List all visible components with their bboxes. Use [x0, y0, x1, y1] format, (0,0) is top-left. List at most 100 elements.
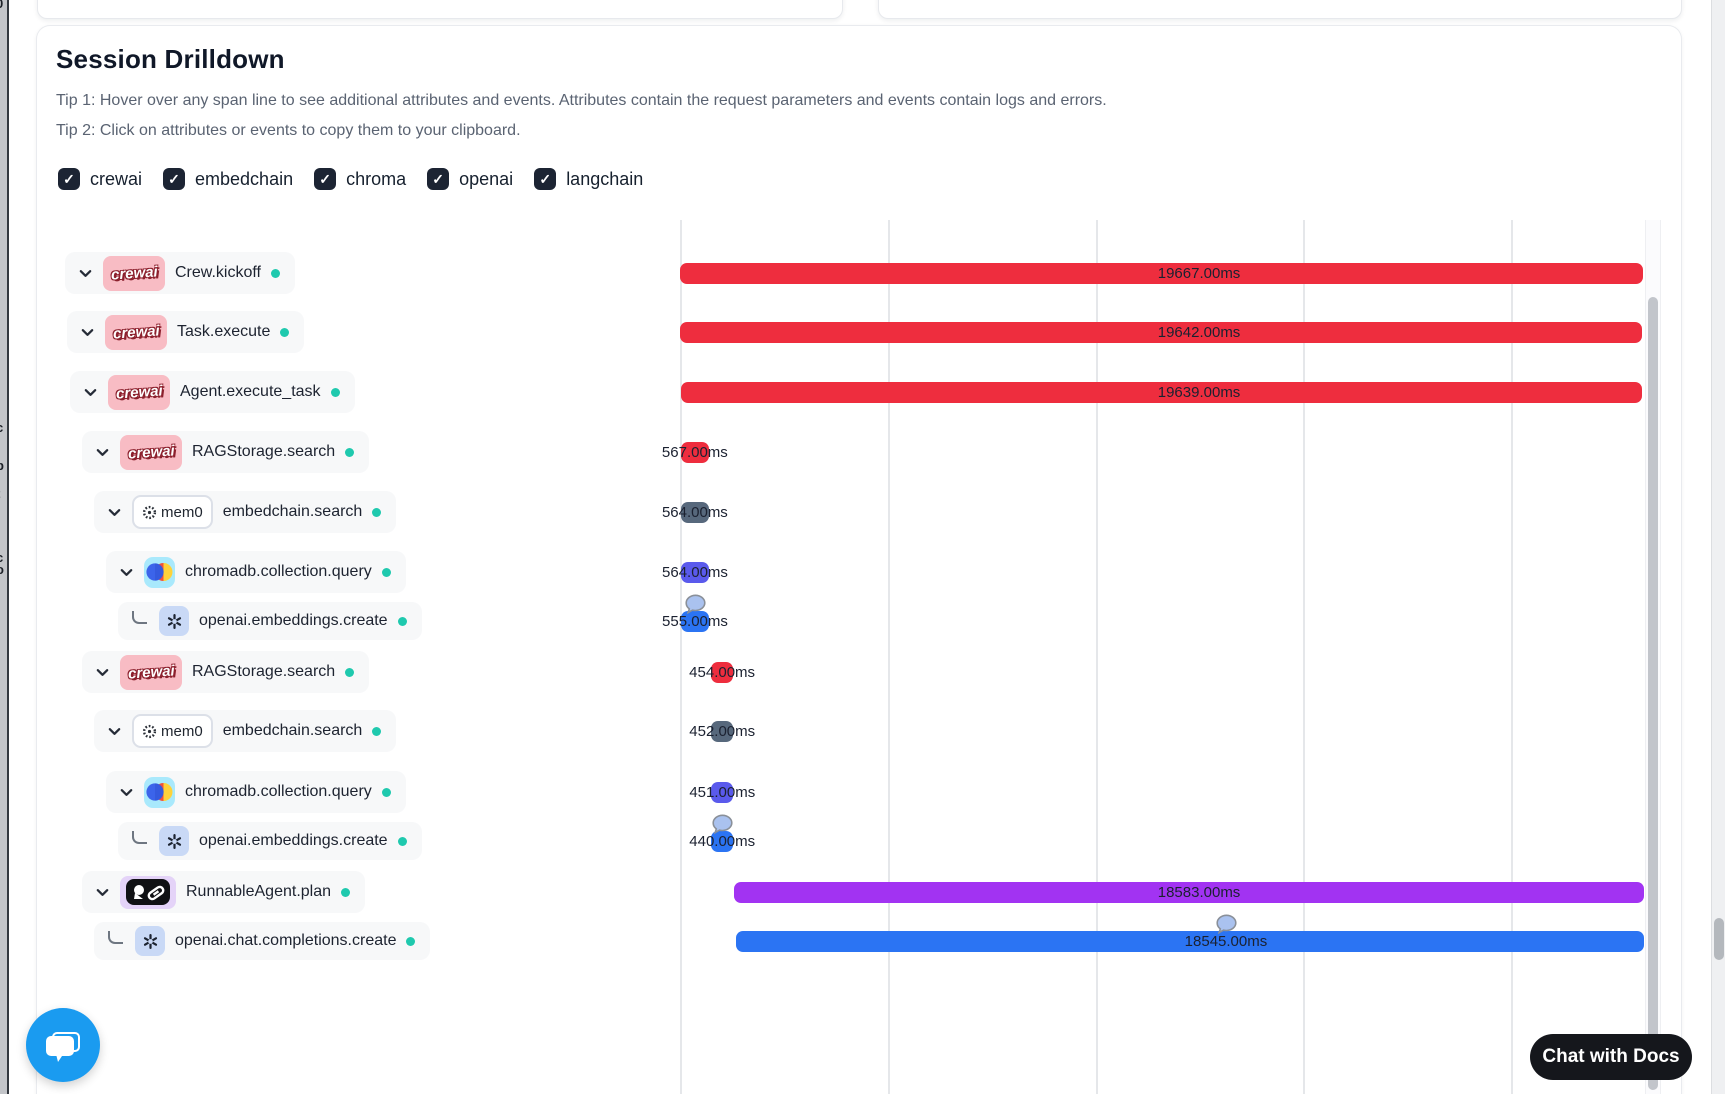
chroma-logo [144, 776, 175, 808]
window-scrollbar-track[interactable] [1711, 0, 1725, 1094]
timeline-gridline [1303, 220, 1306, 1094]
chevron-down-icon[interactable] [79, 324, 95, 340]
mem0-logo: mem0 [132, 495, 213, 529]
span-bar-chromadb.collection.query[interactable] [711, 781, 734, 803]
chevron-down-icon[interactable] [94, 664, 110, 680]
timeline-gridline [680, 220, 682, 1094]
filter-crewai: ✓ crewai [58, 168, 142, 190]
trace-scrollbar-track[interactable] [1645, 220, 1661, 1094]
status-dot [345, 667, 355, 677]
status-dot [280, 327, 290, 337]
checkbox-langchain[interactable]: ✓ [534, 168, 557, 190]
chevron-down-icon[interactable] [106, 504, 122, 520]
filter-label: crewai [90, 168, 143, 189]
span-row-RunnableAgent.plan[interactable]: RunnableAgent.plan [82, 871, 366, 913]
chevron-down-icon[interactable] [77, 265, 93, 281]
span-bar-chromadb.collection.query[interactable] [681, 561, 709, 583]
span-row-chromadb.collection.query[interactable]: chromadb.collection.query [106, 771, 406, 813]
span-duration-label: 555.00ms [662, 612, 728, 630]
span-duration-label: 567.00ms [661, 443, 728, 461]
library-filter-bar: ✓ crewai ✓ embedchain ✓ chroma ✓ openai ✓ langcha… [58, 168, 643, 190]
span-bar-embedchain.search[interactable] [711, 720, 734, 742]
filter-label: langchain [566, 168, 644, 189]
span-row-embedchain.search[interactable]: mem0 embedchain.search [94, 491, 397, 533]
span-bar-RAGStorage.search[interactable] [680, 441, 709, 463]
mem0-logo: mem0 [132, 714, 213, 748]
trace-scrollbar-thumb[interactable] [1648, 297, 1658, 1090]
filter-embedchain: ✓ embedchain [163, 168, 293, 190]
chevron-down-icon[interactable] [106, 723, 122, 739]
status-dot [330, 387, 340, 397]
crewai-logo: crewai [120, 654, 182, 690]
event-bubble-icon[interactable] [711, 813, 734, 839]
status-dot [345, 447, 355, 457]
span-bar-Task.execute[interactable] [680, 321, 1643, 343]
tree-elbow-icon [132, 610, 147, 624]
filter-openai: ✓ openai [427, 168, 513, 190]
span-duration-label: 18583.00ms [1157, 883, 1241, 901]
span-bar-openai.chat.completions.create[interactable] [736, 930, 1645, 952]
top-panel-left [37, 0, 843, 19]
span-bar-Agent.execute_task[interactable] [680, 381, 1643, 403]
tip-2-text: Tip 2: Click on attributes or events to … [56, 122, 521, 139]
chevron-down-icon[interactable] [94, 884, 110, 900]
filter-label: chroma [346, 168, 407, 189]
span-duration-label: 564.00ms [662, 563, 728, 581]
span-row-openai.embeddings.create[interactable]: openai.embeddings.create [118, 822, 422, 860]
tree-elbow-icon [132, 830, 147, 844]
span-label: embedchain.search [222, 722, 363, 739]
chat-widget-button[interactable] [26, 1008, 100, 1082]
span-duration-label: 19667.00ms [1157, 264, 1241, 282]
chat-with-docs-button[interactable]: Chat with Docs [1530, 1034, 1692, 1080]
checkbox-crewai[interactable]: ✓ [58, 168, 80, 190]
span-duration-label: 451.00ms [689, 783, 756, 801]
span-row-Task.execute[interactable]: crewai Task.execute [67, 311, 305, 353]
page-title: Session Drilldown [56, 44, 285, 74]
status-dot [341, 887, 351, 897]
span-row-Crew.kickoff[interactable]: crewai Crew.kickoff [65, 252, 295, 294]
span-label: RAGStorage.search [192, 663, 336, 680]
event-bubble-icon[interactable] [683, 593, 706, 619]
status-dot [406, 936, 416, 946]
span-bar-openai.embeddings.create[interactable] [681, 610, 709, 632]
span-label: chromadb.collection.query [185, 563, 372, 580]
span-label: embedchain.search [222, 503, 363, 520]
span-label: openai.embeddings.create [199, 612, 388, 629]
span-label: Agent.execute_task [180, 383, 321, 400]
span-row-openai.chat.completions.create[interactable]: openai.chat.completions.create [94, 922, 431, 960]
span-row-RAGStorage.search[interactable]: crewai RAGStorage.search [82, 431, 370, 473]
checkbox-embedchain[interactable]: ✓ [163, 168, 186, 190]
status-dot [381, 787, 391, 797]
chevron-down-icon[interactable] [94, 444, 110, 460]
status-dot [270, 268, 280, 278]
span-bar-RunnableAgent.plan[interactable] [734, 881, 1644, 903]
chevron-down-icon[interactable] [118, 564, 134, 580]
window-scrollbar-thumb[interactable] [1714, 918, 1724, 960]
span-row-RAGStorage.search[interactable]: crewai RAGStorage.search [82, 651, 370, 693]
span-bar-Crew.kickoff[interactable] [680, 262, 1643, 284]
top-panel-right [878, 0, 1682, 19]
span-label: Crew.kickoff [175, 264, 261, 281]
span-bar-RAGStorage.search[interactable] [710, 661, 734, 683]
span-row-chromadb.collection.query[interactable]: chromadb.collection.query [106, 551, 406, 593]
span-duration-label: 19642.00ms [1157, 323, 1241, 341]
span-duration-label: 564.00ms [661, 503, 728, 521]
span-bar-embedchain.search[interactable] [681, 501, 709, 523]
chevron-down-icon[interactable] [118, 784, 134, 800]
status-dot [381, 567, 391, 577]
left-edge-strip: 0 c p t c o [0, 0, 9, 1094]
span-row-embedchain.search[interactable]: mem0 embedchain.search [94, 710, 397, 752]
chroma-logo [144, 556, 175, 588]
span-row-openai.embeddings.create[interactable]: openai.embeddings.create [118, 602, 422, 640]
filter-chroma: ✓ chroma [314, 168, 406, 190]
span-row-Agent.execute_task[interactable]: crewai Agent.execute_task [70, 371, 355, 413]
chevron-down-icon[interactable] [82, 384, 98, 400]
status-dot [397, 616, 407, 626]
event-bubble-icon[interactable] [1214, 913, 1237, 939]
checkbox-chroma[interactable]: ✓ [314, 168, 337, 190]
filter-label: embedchain [195, 168, 294, 189]
span-bar-openai.embeddings.create[interactable] [711, 830, 733, 852]
checkbox-openai[interactable]: ✓ [427, 168, 450, 190]
span-label: Task.execute [177, 323, 271, 340]
